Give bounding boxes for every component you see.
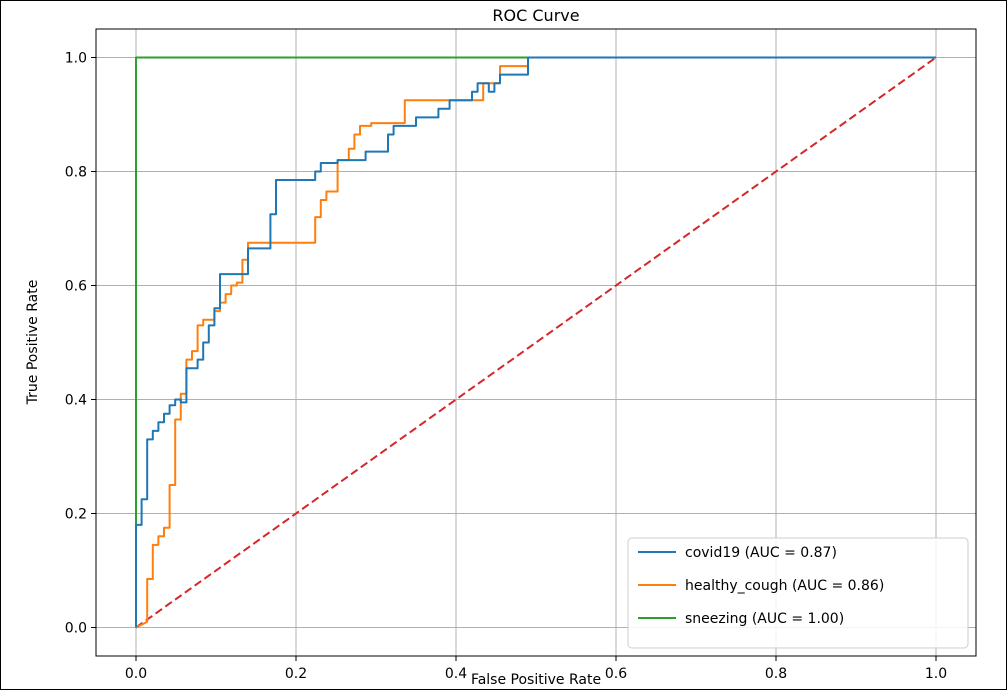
- x-tick-label: 0.0: [125, 666, 147, 682]
- chart-title: ROC Curve: [492, 6, 579, 25]
- y-tick-label: 0.6: [65, 279, 87, 295]
- plot-frame: [95, 28, 977, 657]
- legend-label: sneezing (AUC = 1.00): [685, 611, 844, 627]
- x-tick-label: 1.0: [925, 666, 947, 682]
- y-axis-label: True Positive Rate: [25, 280, 41, 406]
- y-tick-label: 0.8: [65, 165, 87, 181]
- series-line-1: [135, 56, 936, 629]
- x-tick-label: 0.8: [765, 666, 787, 682]
- y-tick-label: 1.0: [65, 51, 87, 67]
- series-line-3: [135, 56, 937, 629]
- legend-label: healthy_cough (AUC = 0.86): [685, 578, 884, 594]
- legend-box: [627, 537, 969, 649]
- x-tick-label: 0.6: [605, 666, 627, 682]
- series-line-0: [135, 56, 936, 628]
- x-tick-label: 0.2: [285, 666, 307, 682]
- legend: covid19 (AUC = 0.87) healthy_cough (AUC =…: [627, 537, 969, 649]
- x-axis-label: False Positive Rate: [471, 672, 601, 688]
- y-tick-label: 0.0: [65, 621, 87, 637]
- y-tick-label: 0.4: [65, 393, 87, 409]
- y-tick-label: 0.2: [65, 507, 87, 523]
- ticks: 0.0 0.2 0.4 0.6 0.8 1.0 0.0 0.2 0.4 0.6 0.8 1.0: [65, 51, 947, 683]
- series-layer: [135, 56, 937, 629]
- x-tick-label: 0.4: [445, 666, 467, 682]
- legend-label: covid19 (AUC = 0.87): [685, 545, 837, 561]
- grid: [96, 29, 976, 656]
